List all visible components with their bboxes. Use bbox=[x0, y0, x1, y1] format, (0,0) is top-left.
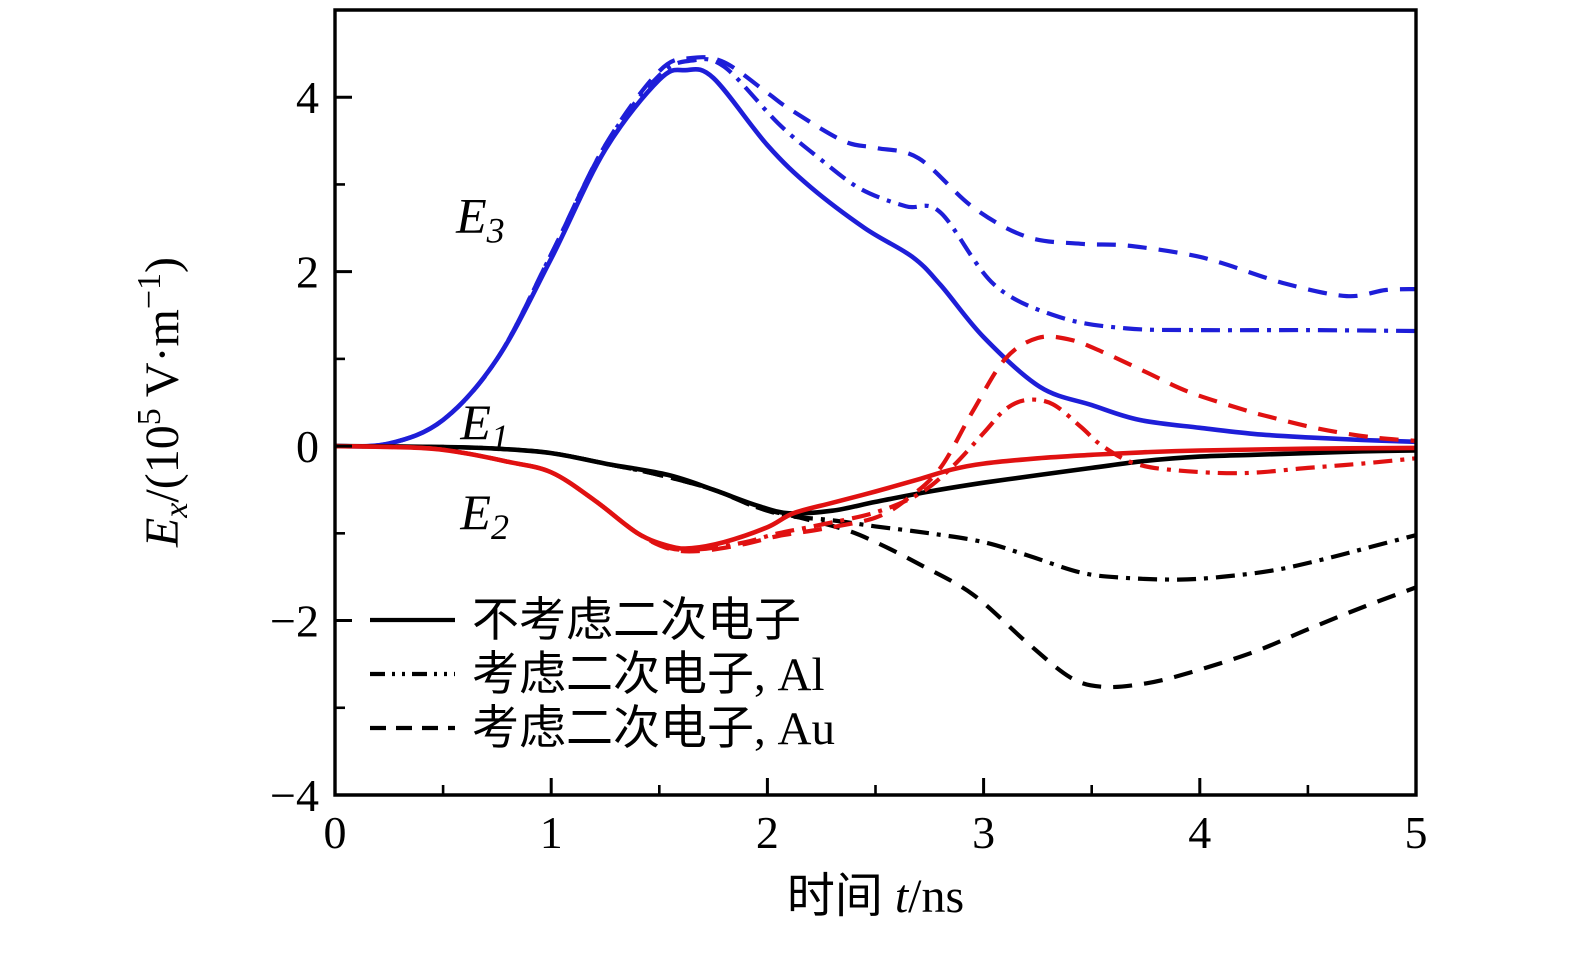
curve-E3-Au bbox=[334, 55, 1417, 449]
legend-label-dash: 考虑二次电子, Au bbox=[472, 703, 835, 755]
legend-label-solid: 不考虑二次电子 bbox=[472, 595, 801, 647]
x-tick-label-4: 4 bbox=[1188, 807, 1211, 858]
y-tick-label-0: 0 bbox=[296, 421, 319, 472]
y-axis-title: Ex/(105 V·m−1) bbox=[131, 257, 195, 548]
x-tick-label-2: 2 bbox=[756, 807, 779, 858]
curve-E2-Au bbox=[334, 334, 1417, 554]
x-tick-label-1: 1 bbox=[540, 807, 563, 858]
label-E2: E2 bbox=[459, 484, 509, 547]
curve-E3-Al bbox=[334, 57, 1417, 449]
x-tick-label-0: 0 bbox=[324, 807, 347, 858]
y-tick-label--4: −4 bbox=[270, 770, 319, 821]
curve-E3-none bbox=[334, 66, 1417, 449]
curve-E1-Au bbox=[334, 444, 1417, 690]
x-tick-label-5: 5 bbox=[1405, 807, 1428, 858]
curve-E1-none bbox=[334, 443, 1417, 516]
x-axis-title: 时间 t/ns bbox=[787, 870, 964, 923]
legend-label-dashdot: 考虑二次电子, Al bbox=[472, 649, 825, 701]
label-E1: E1 bbox=[459, 394, 509, 457]
x-tick-label-3: 3 bbox=[972, 807, 995, 858]
label-E3: E3 bbox=[455, 187, 505, 250]
y-tick-label--2: −2 bbox=[270, 596, 319, 647]
y-tick-label-2: 2 bbox=[296, 247, 319, 298]
curve-E1-Al bbox=[334, 444, 1417, 582]
y-tick-label-4: 4 bbox=[296, 72, 319, 123]
